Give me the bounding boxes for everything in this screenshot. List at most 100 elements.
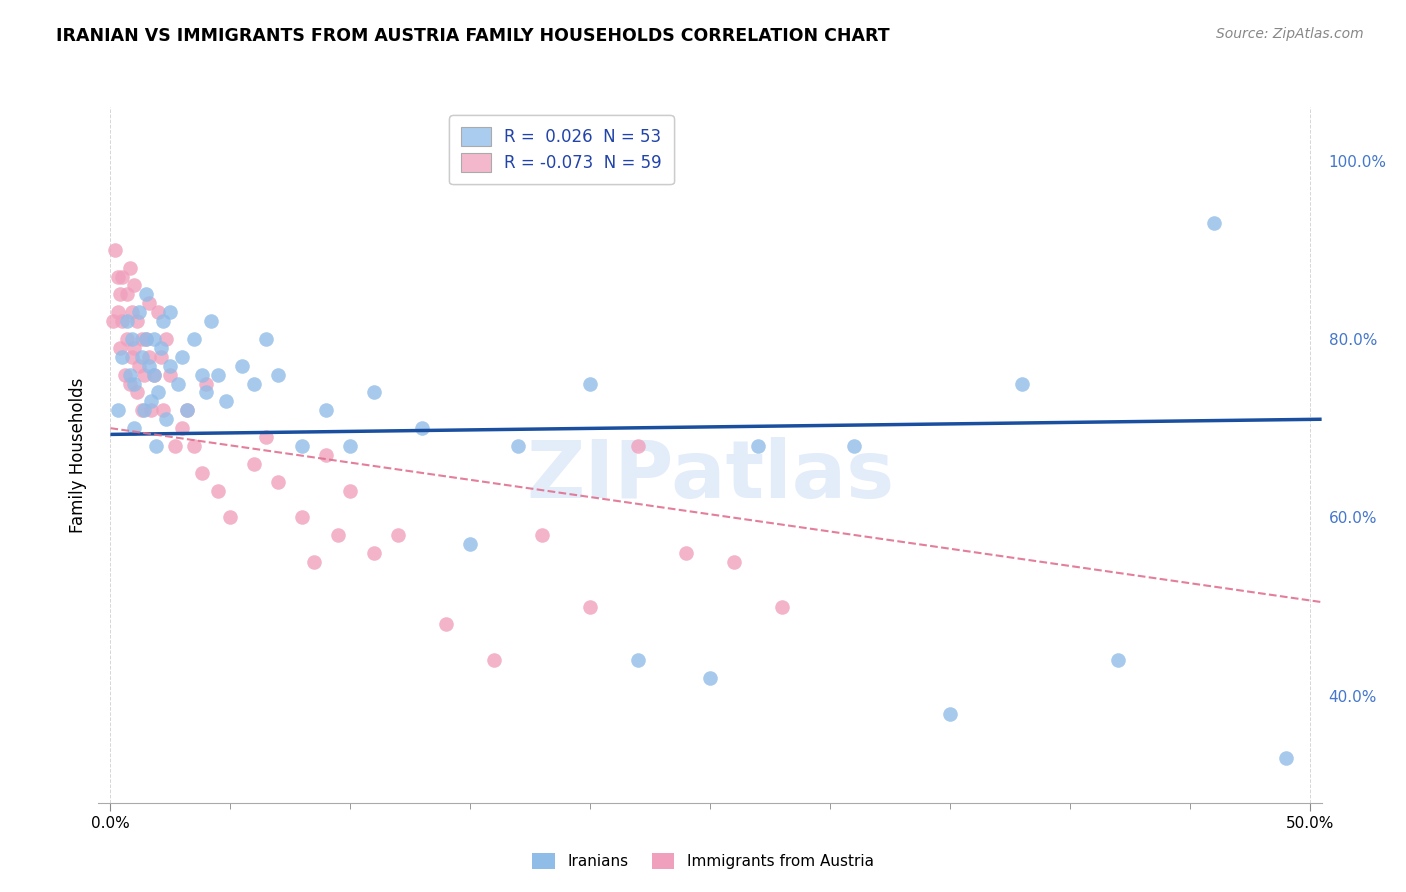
Point xyxy=(104,243,127,257)
Point xyxy=(243,457,266,471)
Point xyxy=(124,421,146,435)
Point xyxy=(267,368,290,382)
Point xyxy=(200,314,222,328)
Point xyxy=(176,403,198,417)
Point xyxy=(939,706,962,721)
Point xyxy=(458,537,481,551)
Legend: Iranians, Immigrants from Austria: Iranians, Immigrants from Austria xyxy=(526,847,880,875)
Text: Source: ZipAtlas.com: Source: ZipAtlas.com xyxy=(1216,27,1364,41)
Point xyxy=(770,599,793,614)
Point xyxy=(142,332,165,346)
Y-axis label: Family Households: Family Households xyxy=(69,377,87,533)
Point xyxy=(111,269,134,284)
Point xyxy=(132,368,155,382)
Point xyxy=(387,528,409,542)
Point xyxy=(135,287,157,301)
Point xyxy=(128,305,150,319)
Point xyxy=(195,385,218,400)
Point xyxy=(121,332,143,346)
Point xyxy=(115,332,138,346)
Point xyxy=(135,332,157,346)
Point xyxy=(138,296,160,310)
Point xyxy=(124,341,146,355)
Point xyxy=(183,439,205,453)
Point xyxy=(339,483,361,498)
Point xyxy=(114,368,136,382)
Point xyxy=(107,403,129,417)
Point xyxy=(411,421,433,435)
Point xyxy=(132,403,155,417)
Legend: R =  0.026  N = 53, R = -0.073  N = 59: R = 0.026 N = 53, R = -0.073 N = 59 xyxy=(450,115,673,184)
Point xyxy=(124,278,146,293)
Point xyxy=(107,269,129,284)
Point xyxy=(115,287,138,301)
Point xyxy=(149,341,172,355)
Point xyxy=(138,359,160,373)
Point xyxy=(135,332,157,346)
Point xyxy=(699,671,721,685)
Point xyxy=(155,332,177,346)
Point xyxy=(482,653,505,667)
Point xyxy=(579,376,602,391)
Point xyxy=(142,368,165,382)
Point xyxy=(148,305,170,319)
Point xyxy=(1274,751,1296,765)
Point xyxy=(165,439,187,453)
Point xyxy=(121,305,143,319)
Point xyxy=(159,368,181,382)
Point xyxy=(675,546,697,560)
Point xyxy=(172,421,194,435)
Point xyxy=(159,305,181,319)
Point xyxy=(155,412,177,426)
Point xyxy=(291,439,314,453)
Point xyxy=(131,332,153,346)
Point xyxy=(315,448,337,462)
Point xyxy=(121,350,143,364)
Point xyxy=(291,510,314,524)
Point xyxy=(101,314,124,328)
Point xyxy=(207,483,229,498)
Point xyxy=(627,653,650,667)
Point xyxy=(125,385,148,400)
Text: IRANIAN VS IMMIGRANTS FROM AUSTRIA FAMILY HOUSEHOLDS CORRELATION CHART: IRANIAN VS IMMIGRANTS FROM AUSTRIA FAMIL… xyxy=(56,27,890,45)
Point xyxy=(152,314,174,328)
Point xyxy=(219,510,242,524)
Point xyxy=(627,439,650,453)
Point xyxy=(842,439,865,453)
Point xyxy=(118,368,141,382)
Point xyxy=(142,368,165,382)
Point xyxy=(131,403,153,417)
Point xyxy=(118,376,141,391)
Point xyxy=(166,376,188,391)
Text: ZIPatlas: ZIPatlas xyxy=(526,437,894,515)
Point xyxy=(125,314,148,328)
Point xyxy=(107,305,129,319)
Point xyxy=(531,528,554,542)
Point xyxy=(1202,216,1225,230)
Point xyxy=(328,528,350,542)
Point xyxy=(195,376,218,391)
Point xyxy=(315,403,337,417)
Point xyxy=(138,350,160,364)
Point xyxy=(363,385,385,400)
Point xyxy=(304,555,326,569)
Point xyxy=(579,599,602,614)
Point xyxy=(243,376,266,391)
Point xyxy=(108,341,131,355)
Point xyxy=(267,475,290,489)
Point xyxy=(172,350,194,364)
Point xyxy=(231,359,253,373)
Point xyxy=(207,368,229,382)
Point xyxy=(148,385,170,400)
Point xyxy=(339,439,361,453)
Point xyxy=(176,403,198,417)
Point xyxy=(124,376,146,391)
Point xyxy=(1011,376,1033,391)
Point xyxy=(118,260,141,275)
Point xyxy=(190,368,212,382)
Point xyxy=(111,314,134,328)
Point xyxy=(723,555,745,569)
Point xyxy=(434,617,457,632)
Point xyxy=(183,332,205,346)
Point xyxy=(214,394,236,409)
